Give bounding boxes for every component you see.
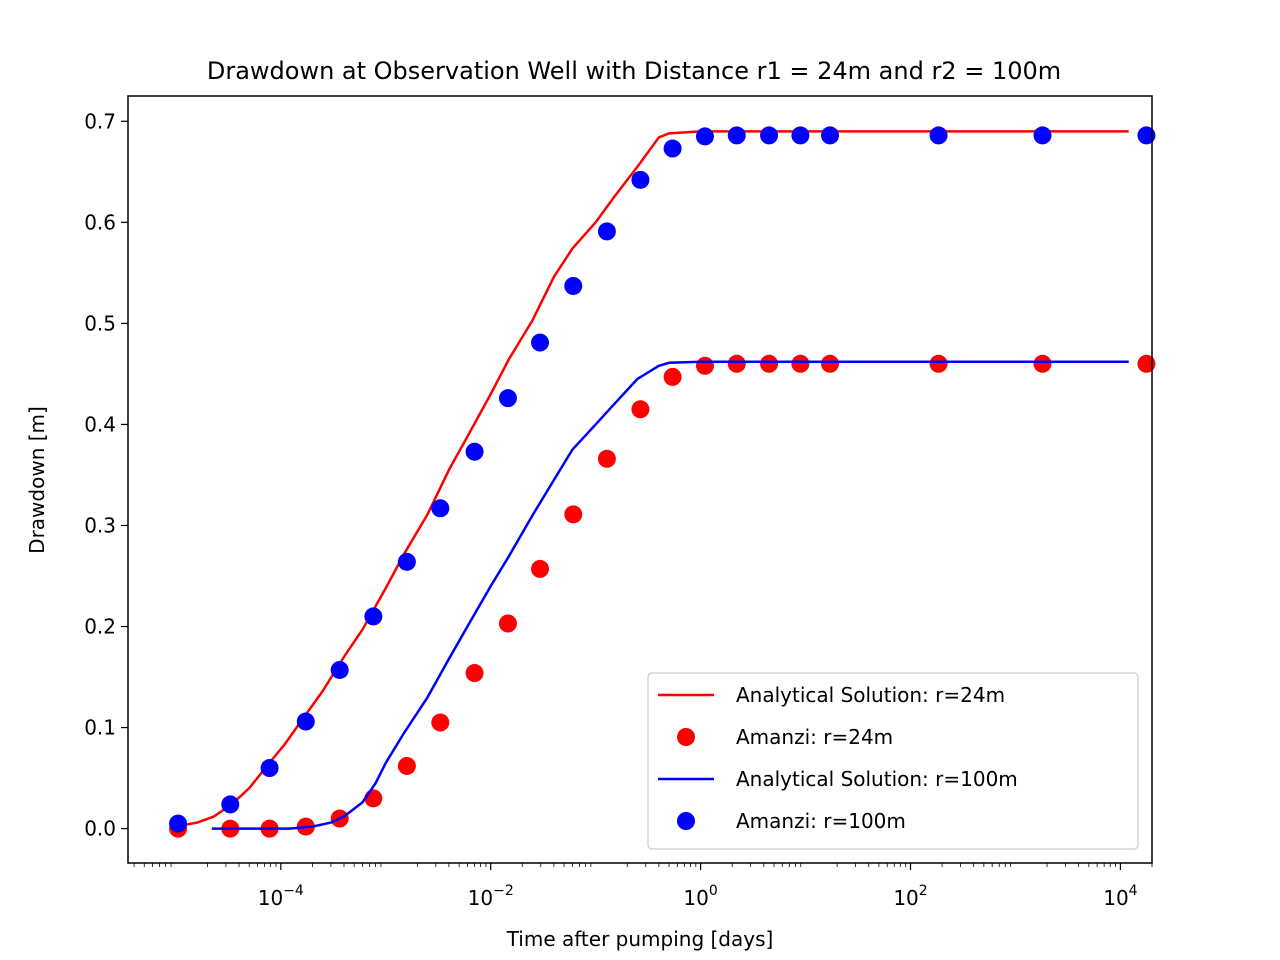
y-tick-label: 0.2 bbox=[84, 615, 116, 639]
legend: Analytical Solution: r=24m Amanzi: r=24m A… bbox=[647, 672, 1139, 850]
legend-box bbox=[647, 672, 1139, 850]
data-point bbox=[760, 126, 779, 145]
y-tick-label: 0.5 bbox=[84, 311, 116, 335]
plot-area bbox=[169, 126, 1156, 838]
data-point bbox=[663, 139, 682, 158]
data-point bbox=[929, 126, 948, 145]
y-tick-label: 0.0 bbox=[84, 817, 116, 841]
data-point bbox=[1033, 354, 1052, 373]
data-point bbox=[1137, 354, 1156, 373]
x-tick-label: 10−2 bbox=[468, 883, 514, 910]
x-axis-label: Time after pumping [days] bbox=[506, 927, 774, 951]
data-point bbox=[330, 660, 349, 679]
legend-item: Analytical Solution: r=24m bbox=[658, 683, 1005, 707]
series-3 bbox=[169, 126, 1156, 833]
data-point bbox=[221, 795, 240, 814]
series-1 bbox=[169, 354, 1156, 838]
data-point bbox=[531, 559, 550, 578]
y-tick-label: 0.7 bbox=[84, 109, 116, 133]
data-point bbox=[727, 126, 746, 145]
data-point bbox=[431, 713, 450, 732]
data-point bbox=[260, 759, 279, 778]
data-point bbox=[821, 354, 840, 373]
data-point bbox=[631, 400, 650, 419]
data-point bbox=[564, 276, 583, 295]
axes-frame bbox=[127, 95, 1153, 864]
data-point bbox=[695, 356, 714, 375]
data-point bbox=[296, 712, 315, 731]
data-point bbox=[597, 222, 616, 241]
x-tick-label: 104 bbox=[1103, 883, 1137, 910]
data-point bbox=[631, 170, 650, 189]
data-point bbox=[695, 127, 714, 146]
chart-title: Drawdown at Observation Well with Distan… bbox=[207, 57, 1061, 85]
data-point bbox=[364, 607, 383, 626]
x-tick-label: 102 bbox=[893, 883, 927, 910]
data-point bbox=[169, 814, 188, 833]
data-point bbox=[791, 354, 810, 373]
y-axis-label: Drawdown [m] bbox=[25, 406, 49, 554]
legend-item: Amanzi: r=100m bbox=[677, 809, 906, 833]
data-point bbox=[929, 354, 948, 373]
legend-label: Amanzi: r=100m bbox=[736, 809, 906, 833]
data-point bbox=[397, 756, 416, 775]
y-tick-label: 0.6 bbox=[84, 210, 116, 234]
data-point bbox=[727, 354, 746, 373]
data-point bbox=[791, 126, 810, 145]
data-point bbox=[1137, 126, 1156, 145]
x-tick-label: 10−4 bbox=[258, 883, 304, 910]
data-point bbox=[397, 552, 416, 571]
legend-label: Analytical Solution: r=24m bbox=[736, 683, 1005, 707]
data-point bbox=[465, 664, 484, 683]
legend-label: Analytical Solution: r=100m bbox=[736, 767, 1018, 791]
legend-label: Amanzi: r=24m bbox=[736, 725, 893, 749]
legend-marker-swatch bbox=[677, 728, 695, 746]
y-tick-label: 0.3 bbox=[84, 513, 116, 537]
data-point bbox=[597, 449, 616, 468]
data-point bbox=[663, 367, 682, 386]
data-point bbox=[465, 442, 484, 461]
data-point bbox=[431, 499, 450, 518]
data-point bbox=[760, 354, 779, 373]
legend-item: Amanzi: r=24m bbox=[677, 725, 893, 749]
y-tick-label: 0.1 bbox=[84, 716, 116, 740]
series-2 bbox=[211, 360, 1129, 830]
legend-marker-swatch bbox=[677, 812, 695, 830]
data-point bbox=[364, 789, 383, 808]
data-point bbox=[1033, 126, 1052, 145]
axes: 0.0 0.1 0.2 0.3 0.4 0.5 0.6 0.7 10−4 10−2 100 102 10… bbox=[84, 95, 1153, 910]
data-point bbox=[498, 389, 517, 408]
legend-item: Analytical Solution: r=100m bbox=[658, 767, 1018, 791]
y-tick-label: 0.4 bbox=[84, 412, 116, 436]
data-point bbox=[531, 333, 550, 352]
series-line bbox=[211, 360, 1129, 830]
data-point bbox=[498, 614, 517, 633]
data-point bbox=[564, 505, 583, 524]
data-point bbox=[821, 126, 840, 145]
x-tick-label: 100 bbox=[683, 883, 717, 910]
